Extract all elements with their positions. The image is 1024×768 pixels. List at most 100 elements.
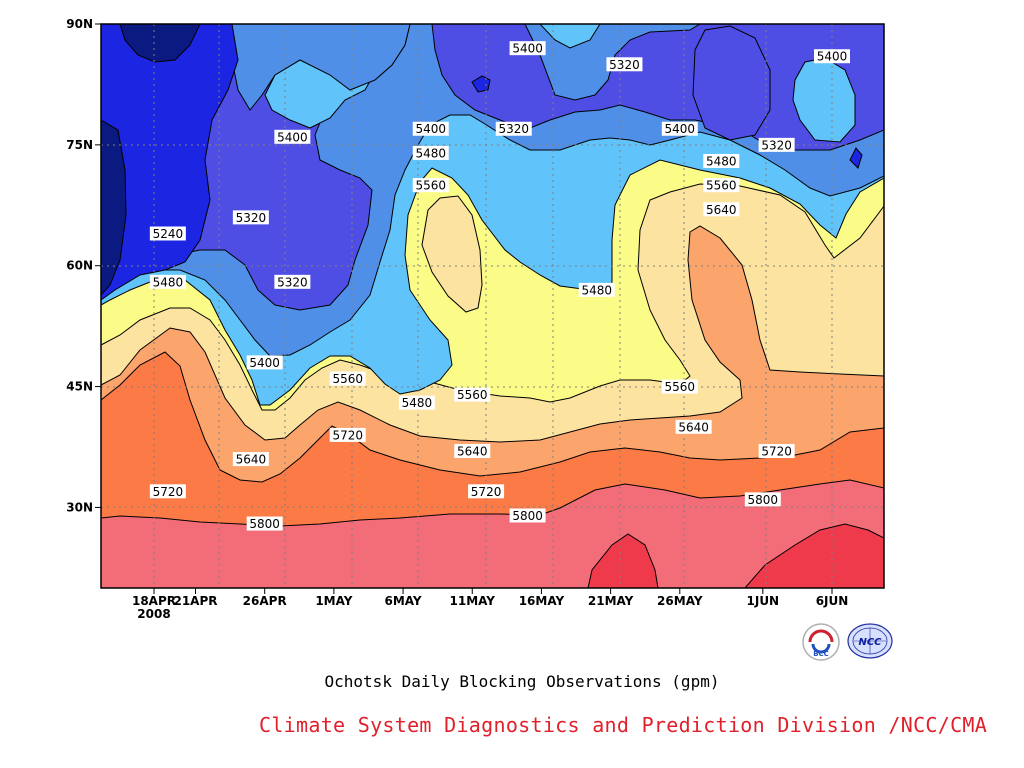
- contour-label-bg: [509, 41, 546, 56]
- contour-label-bg: [495, 121, 532, 136]
- contour-label: 5400: [249, 356, 280, 370]
- contour-label-bg: [758, 137, 795, 152]
- contour-label: 5480: [415, 146, 446, 160]
- band-5160-5240-cell: [849, 147, 863, 169]
- contour-label-bg: [758, 444, 795, 459]
- x-tick-label: 26APR: [243, 594, 287, 608]
- contour-label-bg: [232, 210, 269, 225]
- contour-label: 5320: [498, 122, 529, 136]
- contour-label: 5400: [415, 122, 446, 136]
- contour-label-bg: [329, 427, 366, 442]
- contour-label-bg: [703, 153, 740, 168]
- contour-labels: 5400 5320 5400 5400 5400 5320 5400 5320 5480 5480…: [149, 41, 850, 531]
- band-5560-5640-island: [421, 195, 483, 313]
- contour-label-bg: [703, 178, 740, 193]
- contour-label: 5320: [609, 58, 640, 72]
- contour-label-bg: [398, 395, 435, 410]
- contour-label: 5800: [512, 509, 543, 523]
- x-tick-label: 16MAY: [519, 594, 565, 608]
- contour-label-bg: [149, 484, 186, 499]
- contour-label-bg: [454, 387, 491, 402]
- contour-label: 5480: [402, 396, 433, 410]
- contour-label-bg: [246, 355, 283, 370]
- contour-label: 5720: [471, 485, 502, 499]
- contour-label-bg: [149, 274, 186, 289]
- contour-label: 5320: [761, 138, 792, 152]
- contour-label-bg: [744, 492, 781, 507]
- contour-label: 5560: [415, 179, 446, 193]
- band-below-5160: [101, 119, 127, 296]
- band-5880-plus: [744, 523, 884, 588]
- contour-label-bg: [703, 202, 740, 217]
- contour-label-bg: [149, 226, 186, 241]
- contour-label: 5640: [706, 203, 737, 217]
- contour-label-bg: [412, 121, 449, 136]
- contour-label-bg: [661, 379, 698, 394]
- contour-label-bg: [675, 419, 712, 434]
- y-tick-label: 45N: [66, 380, 93, 394]
- y-tick-label: 30N: [66, 500, 93, 514]
- contour-label: 5560: [457, 388, 488, 402]
- band-5160-5240: [101, 24, 239, 301]
- contour-label-bg: [232, 452, 269, 467]
- contour-label-bg: [412, 145, 449, 160]
- contour-label: 5240: [153, 227, 184, 241]
- contour-label-bg: [578, 282, 615, 297]
- contour-label: 5560: [706, 179, 737, 193]
- x-tick-label: 1JUN: [747, 594, 780, 608]
- contour-label-bg: [274, 274, 311, 289]
- contour-label: 5320: [277, 275, 308, 289]
- contour-label-bg: [246, 516, 283, 531]
- x-tick-label: 18APR: [132, 594, 176, 608]
- contour-label: 5480: [153, 275, 184, 289]
- bcc-logo: BCC: [802, 623, 840, 661]
- contour-label: 5640: [236, 453, 267, 467]
- contour-label: 5400: [817, 50, 848, 64]
- contour-label: 5560: [332, 372, 363, 386]
- plot-frame: [100, 23, 885, 589]
- contour-label: 5400: [665, 122, 696, 136]
- x-tick-label: 11MAY: [450, 594, 496, 608]
- contour-label: 5800: [748, 493, 779, 507]
- contour-label: 5720: [761, 445, 792, 459]
- y-tick-label: 60N: [66, 259, 93, 273]
- contour-label-bg: [412, 178, 449, 193]
- contour-label-bg: [509, 508, 546, 523]
- contour-label: 5800: [249, 517, 280, 531]
- ncc-logo-text: NCC: [858, 637, 882, 648]
- contour-label-bg: [468, 484, 505, 499]
- contour-label-bg: [454, 444, 491, 459]
- contour-label-bg: [329, 371, 366, 386]
- contour-label-bg: [606, 57, 643, 72]
- ncc-logo: NCC: [847, 623, 893, 659]
- grid: [101, 24, 884, 588]
- contour-label: 5480: [706, 154, 737, 168]
- x-tick-label: 6JUN: [816, 594, 849, 608]
- band-5240-5320-cell: [692, 25, 771, 141]
- band-5880-plus: [587, 533, 659, 588]
- x-tick-label: 26MAY: [657, 594, 703, 608]
- contour-label: 5640: [457, 445, 488, 459]
- contour-label: 5640: [678, 420, 709, 434]
- contour-label: 5320: [236, 211, 267, 225]
- credit-line: Climate System Diagnostics and Predictio…: [259, 713, 988, 737]
- x-tick-label: 21APR: [173, 594, 217, 608]
- x-tick-label: 21MAY: [588, 594, 634, 608]
- contour-label-bg: [274, 129, 311, 144]
- contour-label: 5400: [277, 130, 308, 144]
- contour-label-bg: [814, 49, 850, 64]
- y-tick-label: 75N: [66, 138, 93, 152]
- contour-label: 5400: [512, 42, 543, 56]
- contour-label-bg: [661, 121, 698, 136]
- x-tick-label: 1MAY: [315, 594, 352, 608]
- band-below-5160: [119, 24, 201, 63]
- band-5320-5400-island: [231, 24, 411, 111]
- contour-label: 5720: [332, 428, 363, 442]
- chart-title: Ochotsk Daily Blocking Observations (gpm…: [324, 672, 720, 691]
- x-tick-label: 6MAY: [384, 594, 421, 608]
- contour-label: 5560: [665, 380, 696, 394]
- bcc-logo-text: BCC: [813, 650, 829, 658]
- contour-label: 5720: [153, 485, 184, 499]
